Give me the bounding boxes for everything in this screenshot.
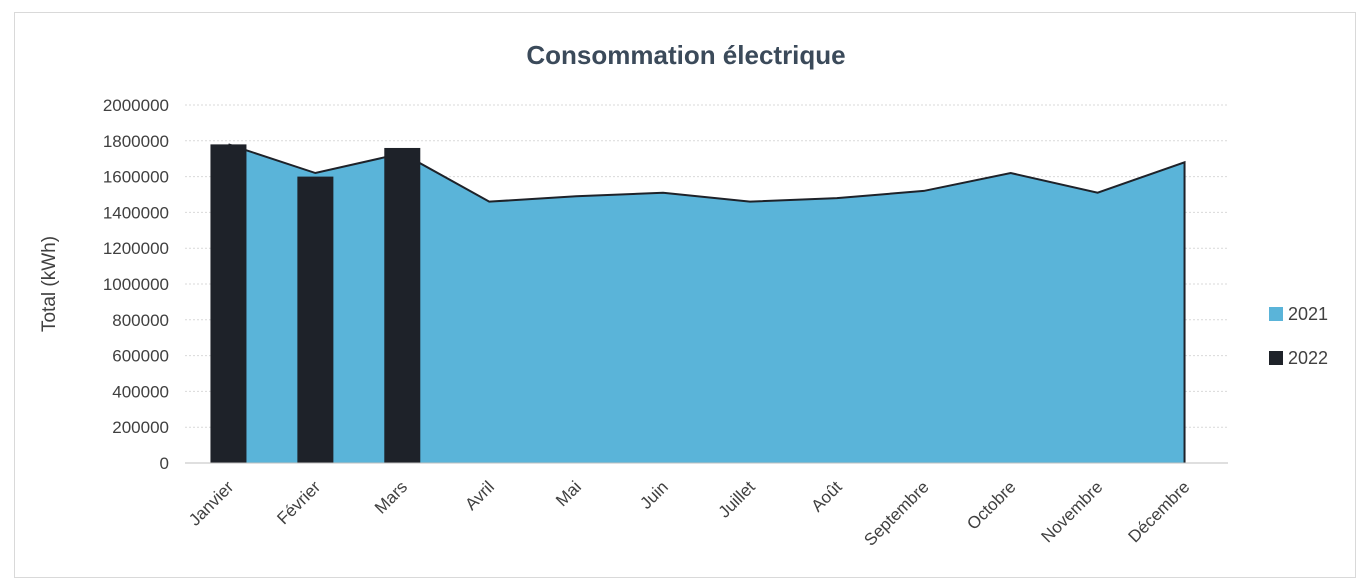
- bar-series-2022: [210, 144, 421, 463]
- y-tick-label: 800000: [112, 311, 169, 330]
- y-tick-label: 1800000: [103, 132, 169, 151]
- x-tick-label: Août: [808, 477, 846, 515]
- legend-label-2022: 2022: [1288, 348, 1328, 368]
- legend-label-2021: 2021: [1288, 304, 1328, 324]
- y-tick-label: 2000000: [103, 96, 169, 115]
- x-tick-label: Septembre: [860, 477, 932, 549]
- x-tick-label: Décembre: [1124, 477, 1193, 546]
- x-tick-label: Octobre: [963, 477, 1019, 533]
- x-tick-label: Mars: [371, 477, 411, 517]
- x-tick-label: Juillet: [715, 477, 759, 521]
- chart-title: Consommation électrique: [526, 40, 845, 70]
- y-tick-label: 0: [160, 454, 169, 473]
- legend: 2021 2022: [1269, 304, 1328, 368]
- bar-2022-Février: [297, 176, 334, 463]
- x-axis-ticks: Janvier Février Mars Avril Mai Juin Juillet Aoû…: [185, 477, 1193, 549]
- area-series-2021: [228, 143, 1186, 463]
- area-fill-2021: [228, 144, 1185, 463]
- y-tick-label: 1400000: [103, 203, 169, 222]
- legend-swatch-2022: [1269, 351, 1283, 365]
- bar-2022-Mars: [384, 147, 421, 463]
- y-axis-label: Total (kWh): [39, 236, 60, 332]
- x-tick-label: Février: [273, 477, 324, 528]
- y-axis-ticks: 0 200000 400000 600000 800000 1000000 1200000 1…: [103, 96, 169, 473]
- x-tick-label: Janvier: [185, 477, 237, 529]
- y-tick-label: 400000: [112, 382, 169, 401]
- y-tick-label: 1000000: [103, 275, 169, 294]
- x-tick-label: Avril: [461, 477, 498, 514]
- x-tick-label: Juin: [636, 477, 671, 512]
- legend-swatch-2021: [1269, 307, 1283, 321]
- y-tick-label: 1600000: [103, 168, 169, 187]
- x-tick-label: Mai: [552, 477, 585, 510]
- x-tick-label: Novembre: [1038, 477, 1107, 546]
- bar-2022-Janvier: [210, 144, 247, 463]
- y-tick-label: 600000: [112, 347, 169, 366]
- y-tick-label: 1200000: [103, 239, 169, 258]
- y-tick-label: 200000: [112, 418, 169, 437]
